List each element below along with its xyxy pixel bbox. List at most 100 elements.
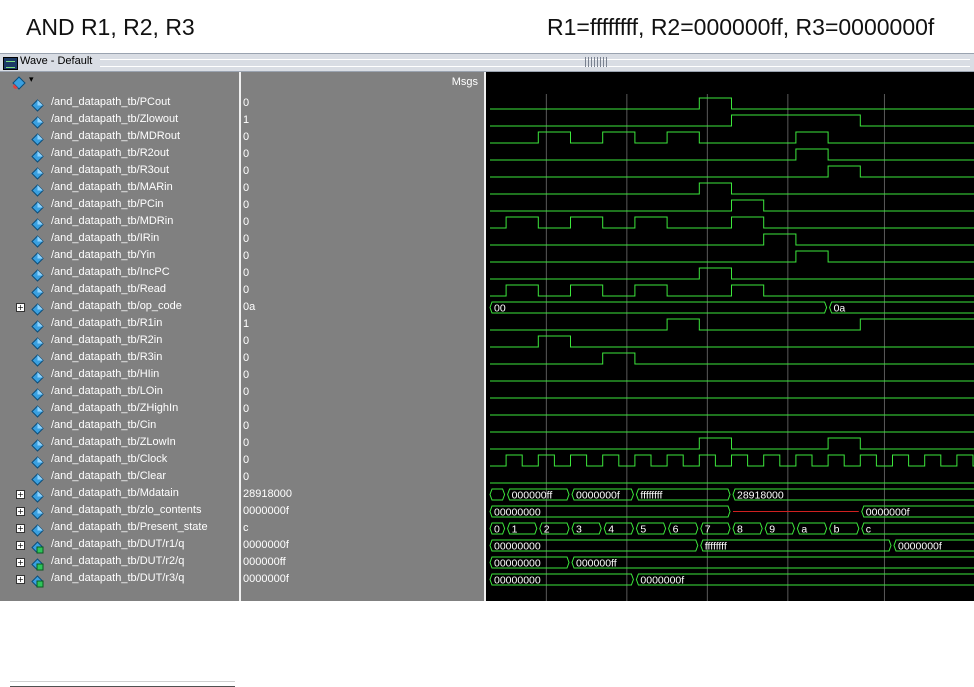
bus-outline — [635, 522, 667, 535]
signal-row[interactable]: /and_datapath_tb/ZHighIn — [0, 401, 239, 418]
names-horizontal-scrollbar[interactable] — [10, 681, 235, 687]
signal-name: /and_datapath_tb/LOin — [51, 385, 163, 397]
bus-value-label: c — [866, 524, 871, 536]
bus-outline — [507, 488, 570, 501]
signal-row[interactable]: /and_datapath_tb/MDRout — [0, 129, 239, 146]
bus-segment — [489, 488, 506, 501]
tool-dropdown-arrow[interactable]: ▾ — [29, 75, 34, 85]
signal-row[interactable]: /and_datapath_tb/R2in — [0, 333, 239, 350]
diamond-signal-icon — [31, 369, 44, 384]
signal-row[interactable]: /and_datapath_tb/MDRin — [0, 214, 239, 231]
bus-value-label: 4 — [608, 524, 614, 536]
signal-row[interactable]: /and_datapath_tb/Clock — [0, 452, 239, 469]
signal-row[interactable]: /and_datapath_tb/Yin — [0, 248, 239, 265]
signal-value: 0 — [243, 335, 250, 347]
signal-value: 0a — [243, 301, 256, 313]
signal-row[interactable]: /and_datapath_tb/Read — [0, 282, 239, 299]
signal-row[interactable]: /and_datapath_tb/IRin — [0, 231, 239, 248]
waveform-panel[interactable]: 00 0a 000000ff 0000000f ffffffff 28918000 0000… — [486, 94, 974, 601]
signal-row[interactable]: + /and_datapath_tb/DUT/r1/q — [0, 537, 239, 554]
signal-row[interactable]: /and_datapath_tb/Cin — [0, 418, 239, 435]
signal-value: 0 — [243, 131, 250, 143]
bit-waveform — [490, 199, 974, 212]
expand-plus-icon[interactable]: + — [16, 575, 25, 584]
signal-value: 0000000f — [243, 539, 289, 551]
bus-value-label: 000000ff — [512, 490, 553, 502]
bus-outline — [764, 522, 795, 535]
signal-row[interactable]: /and_datapath_tb/R1in — [0, 316, 239, 333]
wave-header-row: ▾ Msgs — [0, 72, 974, 94]
bus-segment: 000000ff — [571, 556, 974, 570]
signal-row[interactable]: /and_datapath_tb/R2out — [0, 146, 239, 163]
bus-outline — [700, 539, 892, 552]
wave-window-titlebar[interactable]: Wave - Default — [0, 53, 974, 72]
diamond-cursor-icon[interactable] — [12, 76, 26, 90]
expand-plus-icon[interactable]: + — [16, 524, 25, 533]
bus-outline — [829, 522, 860, 535]
signal-row[interactable]: /and_datapath_tb/PCout — [0, 95, 239, 112]
expand-plus-icon[interactable]: + — [16, 558, 25, 567]
diamond-signal-icon — [31, 335, 44, 350]
expand-plus-icon[interactable]: + — [16, 541, 25, 550]
bus-segment: ffffffff — [700, 539, 892, 553]
expand-plus-icon[interactable]: + — [16, 303, 25, 312]
signal-row[interactable]: /and_datapath_tb/Clear — [0, 469, 239, 486]
signal-row[interactable]: + /and_datapath_tb/DUT/r2/q — [0, 554, 239, 571]
signal-name: /and_datapath_tb/ZLowIn — [51, 436, 176, 448]
bus-outline — [861, 505, 974, 518]
signal-row[interactable]: /and_datapath_tb/MARin — [0, 180, 239, 197]
register-signal-icon — [31, 556, 44, 571]
bus-value-label: 9 — [769, 524, 775, 536]
signal-names-panel[interactable]: /and_datapath_tb/PCout/and_datapath_tb/Z… — [0, 94, 241, 687]
bus-value-label: 0 — [494, 524, 500, 536]
bus-outline — [861, 522, 974, 535]
expand-plus-icon[interactable]: + — [16, 490, 25, 499]
signal-row[interactable]: /and_datapath_tb/ZLowIn — [0, 435, 239, 452]
msgs-header-label: Msgs — [451, 76, 478, 88]
signal-name: /and_datapath_tb/Clock — [51, 453, 168, 465]
signal-row[interactable]: + /and_datapath_tb/Mdatain — [0, 486, 239, 503]
bus-outline — [635, 488, 731, 501]
bus-value-label: 0a — [834, 303, 846, 315]
signal-values-panel: 0 1 0 0 0 0 0 0 0 0 0 0 0a 1 0 0 0 0 0 0 0 0 0 28918000 0000000f… — [241, 94, 486, 601]
bus-outline — [489, 556, 570, 569]
window-title: Wave - Default — [20, 55, 93, 67]
bus-value-label: 00000000 — [494, 541, 541, 553]
bus-segment: 00 — [489, 301, 828, 315]
bus-outline — [507, 522, 538, 535]
signal-name: /and_datapath_tb/Clear — [51, 470, 166, 482]
bus-value-label: 0000000f — [576, 490, 620, 502]
signal-value: 28918000 — [243, 488, 292, 500]
bus-outline — [796, 522, 828, 535]
titlebar-drag-handle[interactable] — [585, 57, 607, 67]
diamond-signal-icon — [31, 471, 44, 486]
signal-row[interactable]: + /and_datapath_tb/zlo_contents — [0, 503, 239, 520]
bus-value-label: 1 — [512, 524, 518, 536]
diamond-signal-icon — [31, 165, 44, 180]
bus-segment: b — [829, 522, 860, 536]
bit-waveform — [490, 318, 974, 331]
signal-row[interactable]: /and_datapath_tb/LOin — [0, 384, 239, 401]
bus-segment: 00000000 — [489, 573, 634, 587]
signal-row[interactable]: /and_datapath_tb/HIin — [0, 367, 239, 384]
signal-name: /and_datapath_tb/Yin — [51, 249, 156, 261]
signal-row[interactable]: + /and_datapath_tb/op_code — [0, 299, 239, 316]
titlebar-grip — [100, 59, 970, 67]
signal-row[interactable]: + /and_datapath_tb/Present_state — [0, 520, 239, 537]
expand-plus-icon[interactable]: + — [16, 507, 25, 516]
bus-segment: 1 — [507, 522, 538, 536]
signal-row[interactable]: + /and_datapath_tb/DUT/r3/q — [0, 571, 239, 588]
signal-row[interactable]: /and_datapath_tb/R3out — [0, 163, 239, 180]
names-column-header: ▾ — [0, 72, 241, 94]
diamond-signal-icon — [31, 454, 44, 469]
signal-row[interactable]: /and_datapath_tb/R3in — [0, 350, 239, 367]
signal-row[interactable]: /and_datapath_tb/PCin — [0, 197, 239, 214]
bus-value-label: 3 — [576, 524, 582, 536]
signal-name: /and_datapath_tb/R3out — [51, 164, 170, 176]
signal-row[interactable]: /and_datapath_tb/IncPC — [0, 265, 239, 282]
bus-segment: 4 — [603, 522, 634, 536]
bus-outline — [668, 522, 699, 535]
signal-value: 0 — [243, 403, 250, 415]
signal-row[interactable]: /and_datapath_tb/Zlowout — [0, 112, 239, 129]
